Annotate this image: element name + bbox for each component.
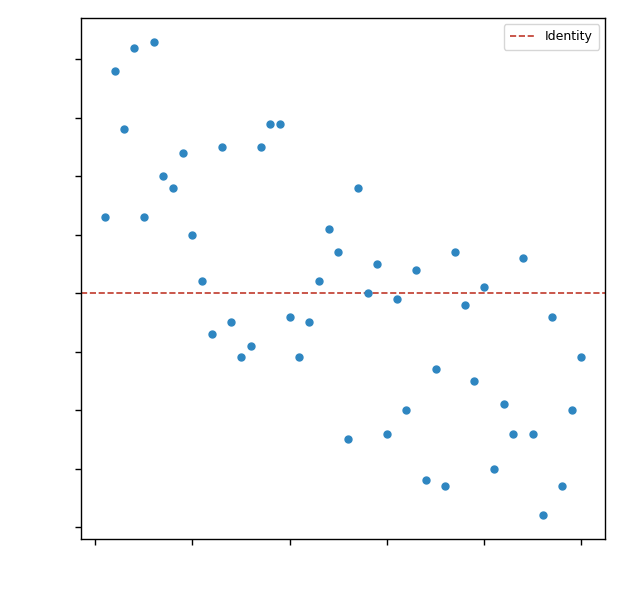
Legend: Identity: Identity [504, 24, 599, 50]
Point [314, 277, 324, 286]
Point [528, 429, 538, 438]
Point [382, 429, 392, 438]
Point [110, 66, 120, 75]
Point [363, 288, 373, 298]
Point [537, 510, 547, 520]
Point [577, 353, 587, 362]
Point [246, 341, 256, 350]
Point [450, 247, 460, 257]
Point [401, 406, 411, 415]
Point [460, 300, 470, 310]
Identity [92, 289, 99, 297]
Point [275, 119, 285, 128]
Point [411, 265, 421, 274]
Point [441, 482, 451, 491]
Point [168, 183, 178, 193]
Point [187, 230, 197, 240]
Point [324, 224, 334, 234]
Point [304, 317, 314, 327]
Point [421, 476, 431, 485]
Point [431, 364, 441, 374]
Point [353, 183, 363, 193]
Point [479, 283, 489, 292]
Point [256, 142, 266, 152]
Point [392, 294, 402, 304]
Point [499, 400, 509, 409]
Point [285, 311, 295, 321]
Point [547, 311, 557, 321]
Point [129, 43, 139, 52]
Point [149, 37, 158, 47]
Point [100, 212, 110, 222]
Point [217, 142, 227, 152]
Point [557, 482, 567, 491]
Point [158, 171, 168, 181]
Point [509, 429, 519, 438]
Point [207, 329, 217, 339]
Point [343, 435, 353, 444]
Point [265, 119, 275, 128]
Point [373, 259, 383, 269]
Point [119, 125, 129, 134]
Point [178, 148, 188, 158]
Identity [101, 289, 109, 297]
Point [469, 376, 479, 386]
Point [227, 317, 236, 327]
Point [139, 212, 149, 222]
Point [236, 353, 246, 362]
Point [295, 353, 305, 362]
Point [518, 253, 528, 263]
Point [489, 464, 499, 473]
Point [567, 406, 577, 415]
Point [333, 247, 343, 257]
Point [197, 277, 207, 286]
